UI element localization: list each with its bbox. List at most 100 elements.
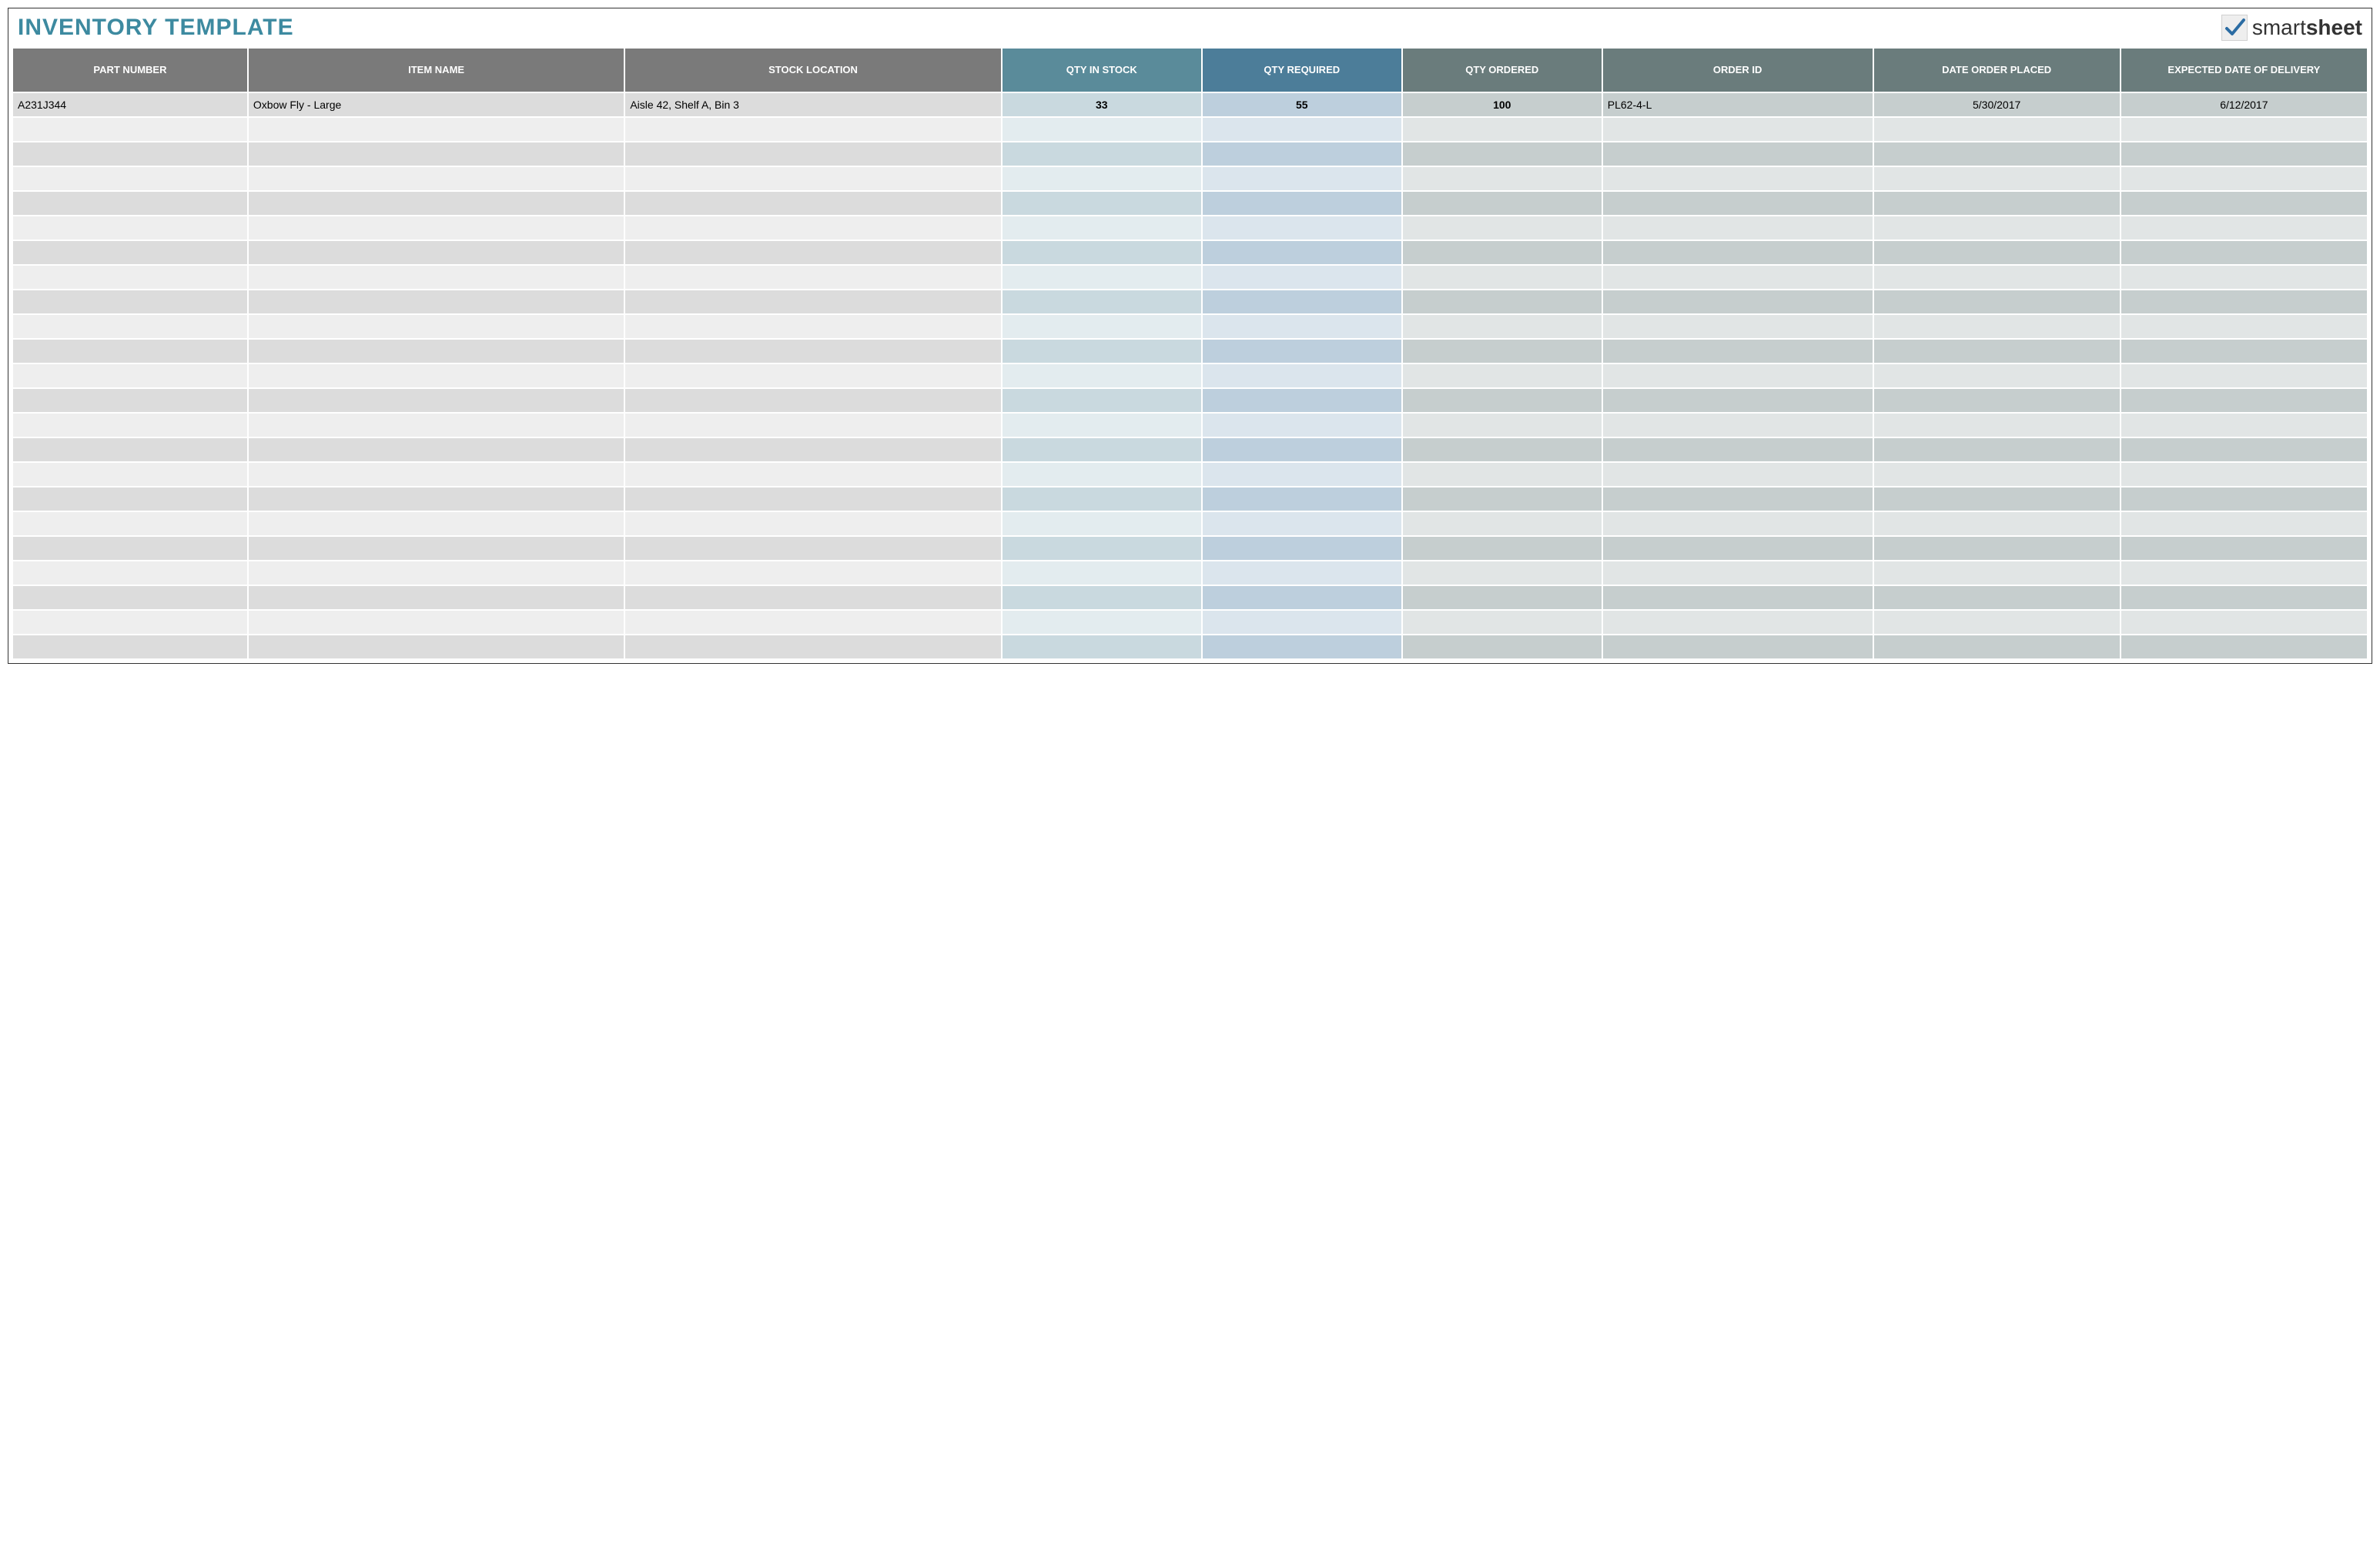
cell-date_placed[interactable] <box>1873 610 2121 635</box>
cell-qty_in_stock[interactable] <box>1002 216 1202 240</box>
col-header-date_expected[interactable]: EXPECTED DATE OF DELIVERY <box>2121 48 2368 92</box>
cell-part_number[interactable] <box>12 117 248 142</box>
cell-date_placed[interactable] <box>1873 339 2121 364</box>
cell-part_number[interactable] <box>12 314 248 339</box>
cell-date_expected[interactable]: 6/12/2017 <box>2121 92 2368 117</box>
cell-qty_ordered[interactable] <box>1402 117 1602 142</box>
cell-qty_in_stock[interactable] <box>1002 487 1202 511</box>
cell-qty_ordered[interactable] <box>1402 364 1602 388</box>
cell-stock_location[interactable] <box>624 166 1001 191</box>
cell-date_placed[interactable] <box>1873 216 2121 240</box>
cell-order_id[interactable] <box>1602 635 1873 659</box>
cell-qty_ordered[interactable] <box>1402 413 1602 437</box>
cell-stock_location[interactable]: Aisle 42, Shelf A, Bin 3 <box>624 92 1001 117</box>
cell-stock_location[interactable] <box>624 536 1001 561</box>
cell-qty_ordered[interactable] <box>1402 191 1602 216</box>
cell-qty_required[interactable] <box>1202 290 1402 314</box>
col-header-date_placed[interactable]: DATE ORDER PLACED <box>1873 48 2121 92</box>
cell-date_placed[interactable] <box>1873 585 2121 610</box>
cell-qty_ordered[interactable] <box>1402 339 1602 364</box>
cell-date_expected[interactable] <box>2121 117 2368 142</box>
cell-order_id[interactable] <box>1602 191 1873 216</box>
cell-qty_in_stock[interactable]: 33 <box>1002 92 1202 117</box>
cell-item_name[interactable] <box>248 166 624 191</box>
cell-qty_required[interactable]: 55 <box>1202 92 1402 117</box>
cell-date_expected[interactable] <box>2121 388 2368 413</box>
cell-item_name[interactable] <box>248 511 624 536</box>
col-header-qty_ordered[interactable]: QTY ORDERED <box>1402 48 1602 92</box>
cell-qty_required[interactable] <box>1202 610 1402 635</box>
cell-order_id[interactable] <box>1602 388 1873 413</box>
cell-order_id[interactable] <box>1602 462 1873 487</box>
cell-qty_required[interactable] <box>1202 413 1402 437</box>
cell-qty_in_stock[interactable] <box>1002 364 1202 388</box>
cell-stock_location[interactable] <box>624 117 1001 142</box>
cell-item_name[interactable] <box>248 265 624 290</box>
cell-part_number[interactable] <box>12 240 248 265</box>
cell-date_expected[interactable] <box>2121 290 2368 314</box>
cell-item_name[interactable] <box>248 487 624 511</box>
cell-qty_ordered[interactable] <box>1402 585 1602 610</box>
cell-part_number[interactable] <box>12 216 248 240</box>
cell-item_name[interactable] <box>248 117 624 142</box>
cell-item_name[interactable] <box>248 536 624 561</box>
cell-qty_in_stock[interactable] <box>1002 413 1202 437</box>
cell-date_placed[interactable] <box>1873 635 2121 659</box>
cell-qty_in_stock[interactable] <box>1002 191 1202 216</box>
cell-stock_location[interactable] <box>624 462 1001 487</box>
cell-date_placed[interactable] <box>1873 388 2121 413</box>
cell-order_id[interactable]: PL62-4-L <box>1602 92 1873 117</box>
cell-qty_ordered[interactable] <box>1402 388 1602 413</box>
cell-qty_in_stock[interactable] <box>1002 511 1202 536</box>
cell-qty_required[interactable] <box>1202 265 1402 290</box>
cell-stock_location[interactable] <box>624 191 1001 216</box>
cell-qty_required[interactable] <box>1202 166 1402 191</box>
cell-qty_ordered[interactable] <box>1402 511 1602 536</box>
cell-date_expected[interactable] <box>2121 437 2368 462</box>
cell-order_id[interactable] <box>1602 536 1873 561</box>
cell-qty_required[interactable] <box>1202 487 1402 511</box>
cell-qty_required[interactable] <box>1202 117 1402 142</box>
cell-date_expected[interactable] <box>2121 240 2368 265</box>
cell-part_number[interactable] <box>12 364 248 388</box>
cell-stock_location[interactable] <box>624 561 1001 585</box>
cell-stock_location[interactable] <box>624 388 1001 413</box>
cell-date_placed[interactable] <box>1873 191 2121 216</box>
col-header-qty_required[interactable]: QTY REQUIRED <box>1202 48 1402 92</box>
cell-part_number[interactable] <box>12 166 248 191</box>
cell-date_placed[interactable] <box>1873 240 2121 265</box>
cell-date_placed[interactable] <box>1873 413 2121 437</box>
cell-order_id[interactable] <box>1602 216 1873 240</box>
cell-stock_location[interactable] <box>624 265 1001 290</box>
cell-stock_location[interactable] <box>624 364 1001 388</box>
cell-date_expected[interactable] <box>2121 364 2368 388</box>
cell-date_placed[interactable]: 5/30/2017 <box>1873 92 2121 117</box>
cell-date_placed[interactable] <box>1873 166 2121 191</box>
cell-order_id[interactable] <box>1602 166 1873 191</box>
cell-order_id[interactable] <box>1602 413 1873 437</box>
cell-date_expected[interactable] <box>2121 487 2368 511</box>
cell-order_id[interactable] <box>1602 437 1873 462</box>
cell-qty_in_stock[interactable] <box>1002 536 1202 561</box>
cell-qty_ordered[interactable] <box>1402 216 1602 240</box>
cell-date_expected[interactable] <box>2121 536 2368 561</box>
cell-stock_location[interactable] <box>624 635 1001 659</box>
cell-part_number[interactable] <box>12 536 248 561</box>
cell-qty_ordered[interactable] <box>1402 166 1602 191</box>
col-header-order_id[interactable]: ORDER ID <box>1602 48 1873 92</box>
cell-date_placed[interactable] <box>1873 314 2121 339</box>
cell-qty_required[interactable] <box>1202 585 1402 610</box>
cell-qty_required[interactable] <box>1202 142 1402 166</box>
cell-qty_in_stock[interactable] <box>1002 339 1202 364</box>
cell-part_number[interactable] <box>12 290 248 314</box>
cell-qty_required[interactable] <box>1202 364 1402 388</box>
cell-date_expected[interactable] <box>2121 511 2368 536</box>
cell-part_number[interactable] <box>12 265 248 290</box>
cell-date_expected[interactable] <box>2121 585 2368 610</box>
cell-qty_required[interactable] <box>1202 191 1402 216</box>
cell-date_placed[interactable] <box>1873 117 2121 142</box>
cell-item_name[interactable] <box>248 290 624 314</box>
cell-qty_required[interactable] <box>1202 339 1402 364</box>
cell-item_name[interactable] <box>248 314 624 339</box>
cell-order_id[interactable] <box>1602 339 1873 364</box>
